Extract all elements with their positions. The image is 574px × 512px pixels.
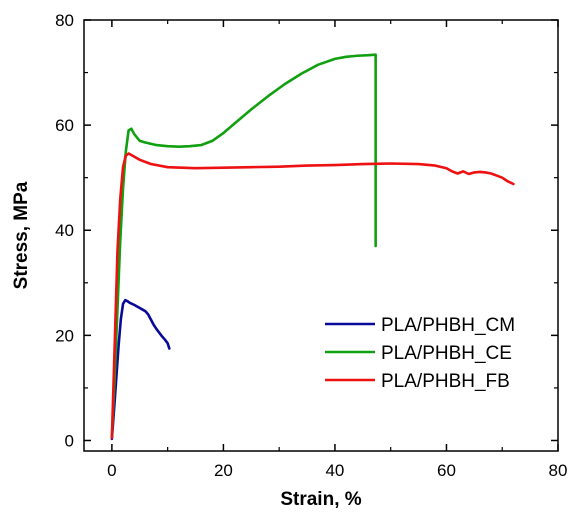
x-tick-label: 80 xyxy=(549,461,568,480)
series-line-pla-phbh-cm xyxy=(110,298,171,441)
x-axis-title: Strain, % xyxy=(280,489,361,510)
y-tick-label: 40 xyxy=(55,221,74,240)
x-axis-ticks: 0 20 40 60 80 xyxy=(107,20,567,480)
y-tick-label: 60 xyxy=(55,116,74,135)
plot-frame xyxy=(83,19,559,452)
x-tick-label: 60 xyxy=(437,461,456,480)
y-tick-label: 20 xyxy=(55,326,74,345)
y-tick-label: 0 xyxy=(65,431,74,450)
x-tick-label: 0 xyxy=(107,461,116,480)
y-axis-title: Stress, MPa xyxy=(11,181,32,289)
series-layer xyxy=(110,53,515,441)
y-tick-label: 80 xyxy=(55,11,74,30)
x-tick-label: 40 xyxy=(325,461,344,480)
legend-label: PLA/PHBH_CM xyxy=(381,315,515,336)
series-line-pla-phbh-fb xyxy=(110,152,515,440)
y-axis-ticks: 0 20 40 60 80 xyxy=(55,11,558,450)
x-tick-label: 20 xyxy=(214,461,233,480)
plot-area xyxy=(83,19,559,452)
legend-label: PLA/PHBH_CE xyxy=(381,343,512,364)
legend: PLA/PHBH_CM PLA/PHBH_CE PLA/PHBH_FB xyxy=(325,315,515,392)
legend-label: PLA/PHBH_FB xyxy=(381,371,510,392)
